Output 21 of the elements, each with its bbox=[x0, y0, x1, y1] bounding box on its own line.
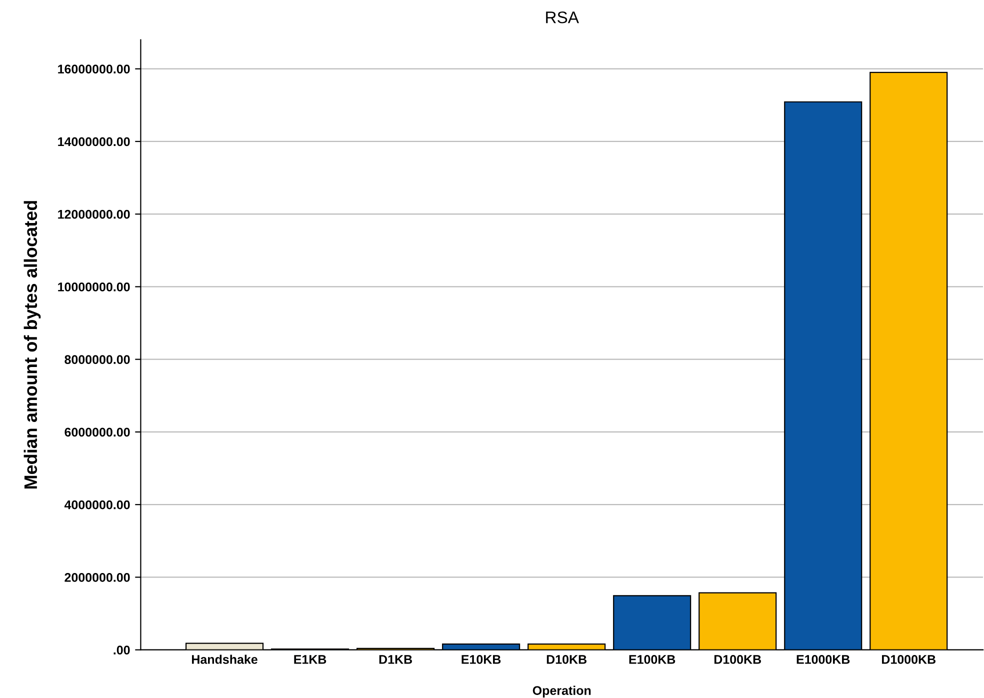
y-tick-label: 8000000.00 bbox=[64, 355, 130, 364]
x-tick-label: D100KB bbox=[714, 655, 761, 664]
y-axis-title: Median amount of bytes allocated bbox=[24, 201, 41, 489]
x-tick-label: E1KB bbox=[294, 655, 326, 664]
chart-title: RSA bbox=[546, 11, 579, 24]
y-tick-label: .00 bbox=[114, 646, 130, 654]
y-tick-label: 6000000.00 bbox=[64, 428, 130, 437]
y-tick-label: 2000000.00 bbox=[64, 573, 130, 582]
x-tick-label: D1000KB bbox=[882, 655, 936, 664]
y-tick-label: 4000000.00 bbox=[64, 500, 130, 510]
x-tick-label: D1KB bbox=[379, 655, 412, 664]
x-tick-label: E10KB bbox=[462, 655, 501, 664]
y-tick-label: 16000000.00 bbox=[58, 64, 130, 74]
y-tick-label: 10000000.00 bbox=[58, 282, 130, 292]
y-tick-label: 12000000.00 bbox=[58, 210, 130, 219]
x-axis-title: Operation bbox=[532, 686, 591, 698]
x-tick-label: E1000KB bbox=[796, 655, 850, 664]
x-tick-label: Handshake bbox=[192, 654, 258, 664]
y-tick-label: 14000000.00 bbox=[58, 137, 130, 146]
x-tick-label: D10KB bbox=[546, 655, 586, 664]
x-tick-label: E100KB bbox=[629, 655, 676, 664]
